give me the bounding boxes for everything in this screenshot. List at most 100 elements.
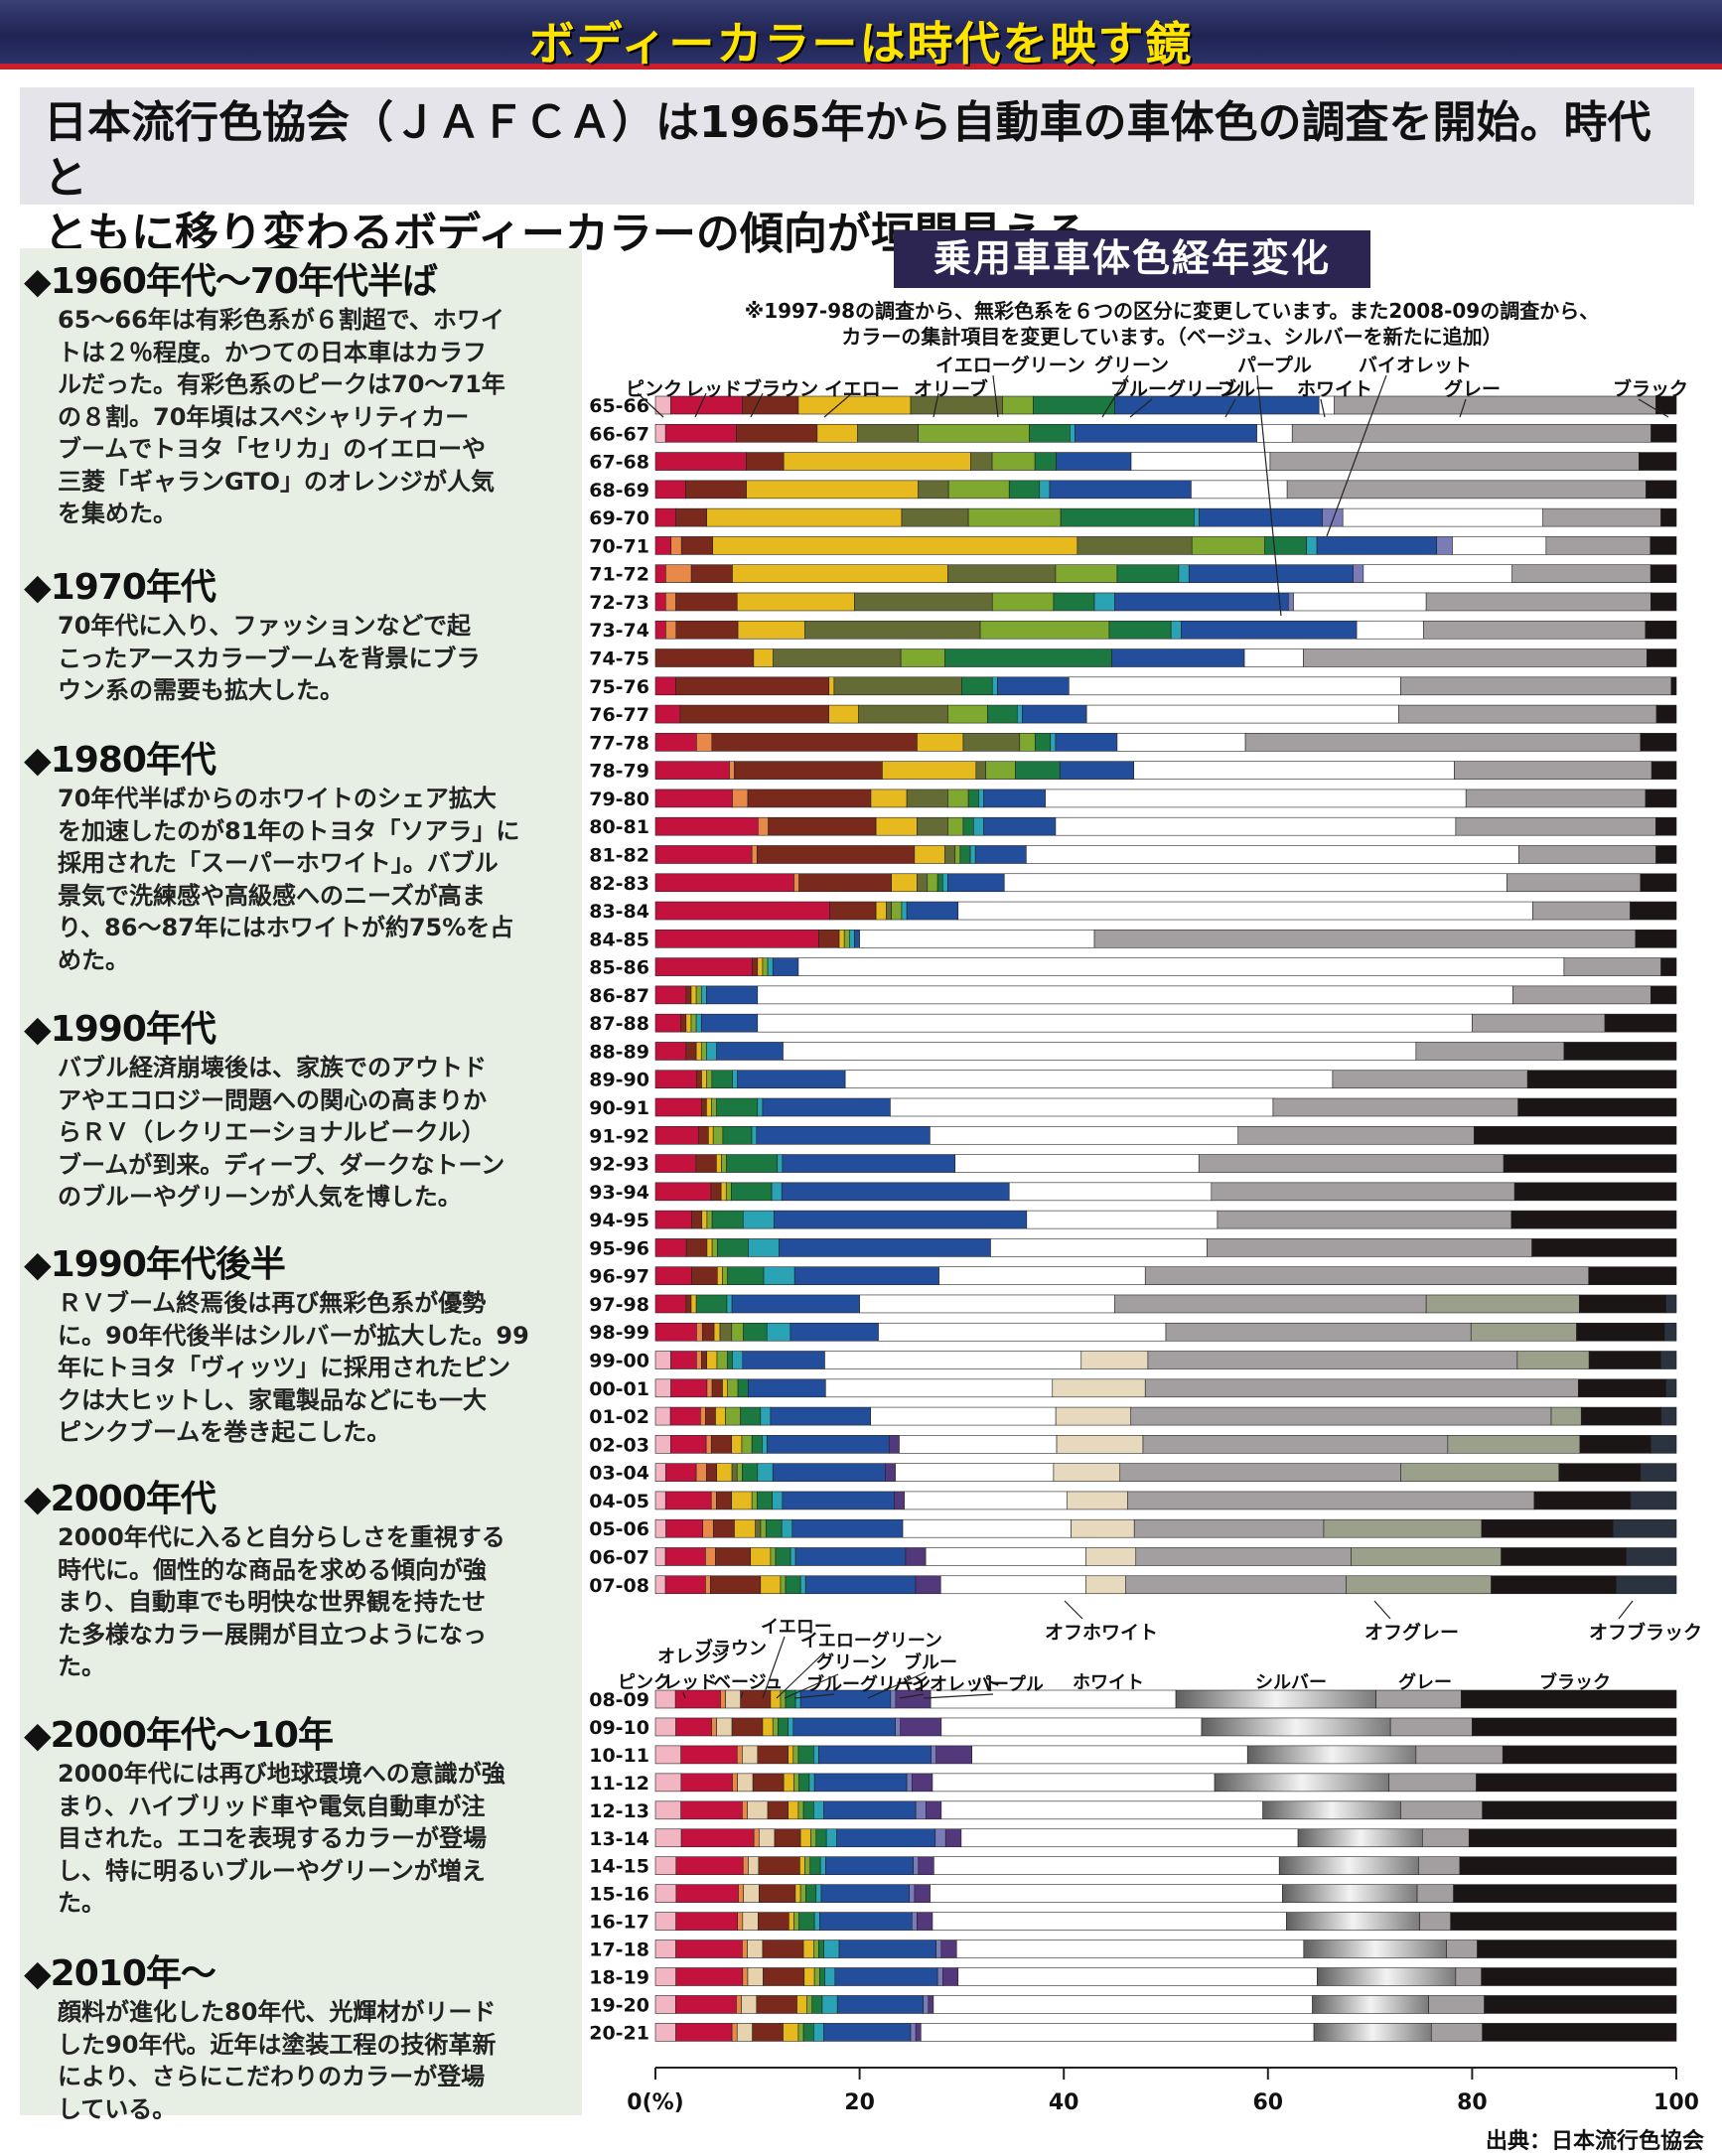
bar-segment-bluegreen [760, 1406, 772, 1426]
bar-segment-offblack [1616, 1575, 1677, 1595]
section-heading: ◆1960年代〜70年代半ば [24, 261, 438, 302]
legend-label: オフブラック [1589, 1621, 1702, 1644]
row-label-03-04: 03-04 [589, 1463, 649, 1485]
bar-segment-blue [1055, 733, 1118, 752]
bar-segment-pink [654, 1967, 676, 1986]
bar-segment-green [785, 1575, 801, 1595]
bar-segment-white [1085, 704, 1399, 724]
bar-segment-brown [762, 1940, 804, 1958]
bar-segment-yellowgreen [725, 1406, 741, 1426]
bar-segment-brown [695, 1154, 717, 1173]
bar-segment-silver [1297, 1828, 1423, 1848]
bar-segment-black [1459, 1856, 1677, 1875]
bar-segment-offblack [1665, 1294, 1677, 1314]
bar-segment-yellowgreen [843, 930, 850, 948]
x-tick-label: 20 [844, 2090, 875, 2115]
bar-segment-purple [915, 1575, 941, 1595]
bar-segment-gray [1416, 1884, 1454, 1903]
bar-segment-green [1034, 733, 1052, 752]
bar-segment-red [664, 423, 737, 443]
bar-segment-offblack [1630, 1491, 1677, 1510]
bar-segment-blue [820, 1884, 910, 1903]
bar-segment-yellowgreen [706, 1210, 713, 1229]
bar-segment-gray [1511, 564, 1651, 583]
bar-segment-green [936, 873, 943, 893]
bar-segment-orange [711, 1717, 717, 1737]
bar-segment-silver [1214, 1773, 1390, 1793]
bar-segment-yellowgreen [947, 816, 964, 836]
legend-label: ブルー [904, 1652, 957, 1673]
bar-segment-green [1264, 536, 1307, 555]
bar-segment-yellowgreen [810, 1828, 817, 1848]
bar-segment-bluegreen [789, 1547, 796, 1566]
bar-segment-white [844, 1070, 1334, 1089]
bar-segment-brown [774, 1828, 801, 1848]
bar-segment-white [1130, 452, 1271, 471]
bar-segment-brown [731, 1717, 764, 1737]
bar-segment-green [819, 1967, 825, 1986]
bar-segment-bluegreen [969, 845, 976, 864]
bar-segment-blue [947, 873, 1005, 893]
bar-segment-blue [836, 1828, 936, 1848]
bar-segment-blue [742, 1351, 825, 1369]
section-heading: ◆2010年〜 [24, 1953, 216, 1994]
legend-label: ブラウン [695, 1638, 767, 1659]
row-label-70-71: 70-71 [589, 535, 649, 557]
bar-segment-yellowgreen [760, 1518, 767, 1538]
bar-segment-blue [716, 1042, 784, 1061]
bar-segment-yellowgreen [954, 845, 961, 864]
bar-segment-white [757, 1013, 1473, 1033]
bar-segment-violet [911, 1912, 918, 1931]
bar-segment-orange [742, 1800, 748, 1820]
bar-segment-pink [654, 1773, 682, 1793]
bar-segment-red [675, 1967, 744, 1986]
bar-segment-gray [1425, 592, 1651, 612]
row-label-73-74: 73-74 [589, 620, 649, 642]
bar-segment-bluegreen [757, 1097, 764, 1117]
bar-segment-white [920, 2023, 1315, 2042]
bar-segment-yellow [803, 1967, 815, 1986]
row-label-67-68: 67-68 [589, 452, 649, 474]
bar-segment-white [971, 1745, 1248, 1765]
leader-line [1320, 398, 1326, 418]
bar-segment-gray [1207, 1238, 1532, 1257]
bar-segment-gray [1415, 1745, 1504, 1765]
bar-segment-silver [1278, 1856, 1419, 1875]
bar-segment-red [654, 480, 686, 500]
bar-segment-white [878, 1322, 1167, 1342]
bar-segment-black [1660, 507, 1677, 527]
bar-segment-black [1510, 1210, 1677, 1229]
legend-label: オフグレー [1364, 1621, 1459, 1644]
bar-segment-brown [685, 985, 692, 1005]
row-label-87-88: 87-88 [589, 1013, 649, 1035]
bar-segment-green [987, 704, 1018, 724]
bar-segment-yellowgreen [770, 1547, 777, 1566]
bar-segment-pink [654, 1828, 682, 1848]
bar-segment-silver [1201, 1717, 1391, 1737]
bar-segment-silver [1317, 1967, 1457, 1986]
bar-segment-orange [736, 1745, 743, 1765]
row-label-93-94: 93-94 [589, 1182, 649, 1204]
bar-segment-blue [789, 1322, 879, 1342]
bar-segment-yellow [760, 1575, 782, 1595]
bar-segment-yellow [712, 536, 1078, 555]
bar-segment-yellowgreen [690, 1013, 697, 1033]
bar-segment-violet [1288, 592, 1294, 612]
bar-segment-orange [729, 761, 735, 780]
bar-segment-blue [1114, 592, 1289, 612]
row-label-18-19: 18-19 [589, 1967, 649, 1989]
bar-segment-white [824, 1351, 1082, 1369]
bar-segment-gray [1198, 1154, 1505, 1173]
bar-segment-brown [767, 1800, 789, 1820]
bar-segment-bluegreen [821, 1995, 838, 2014]
leader-line [1064, 1600, 1083, 1620]
row-label-09-10: 09-10 [589, 1717, 649, 1739]
bar-segment-bluegreen [763, 1266, 795, 1285]
bar-segment-red [654, 789, 733, 808]
bar-segment-olive [833, 676, 962, 696]
bar-segment-green [727, 1266, 765, 1285]
row-label-75-76: 75-76 [589, 676, 649, 698]
bar-segment-green [798, 1912, 815, 1931]
legend-label: ホワイト [1073, 1672, 1144, 1693]
row-label-95-96: 95-96 [589, 1237, 649, 1259]
